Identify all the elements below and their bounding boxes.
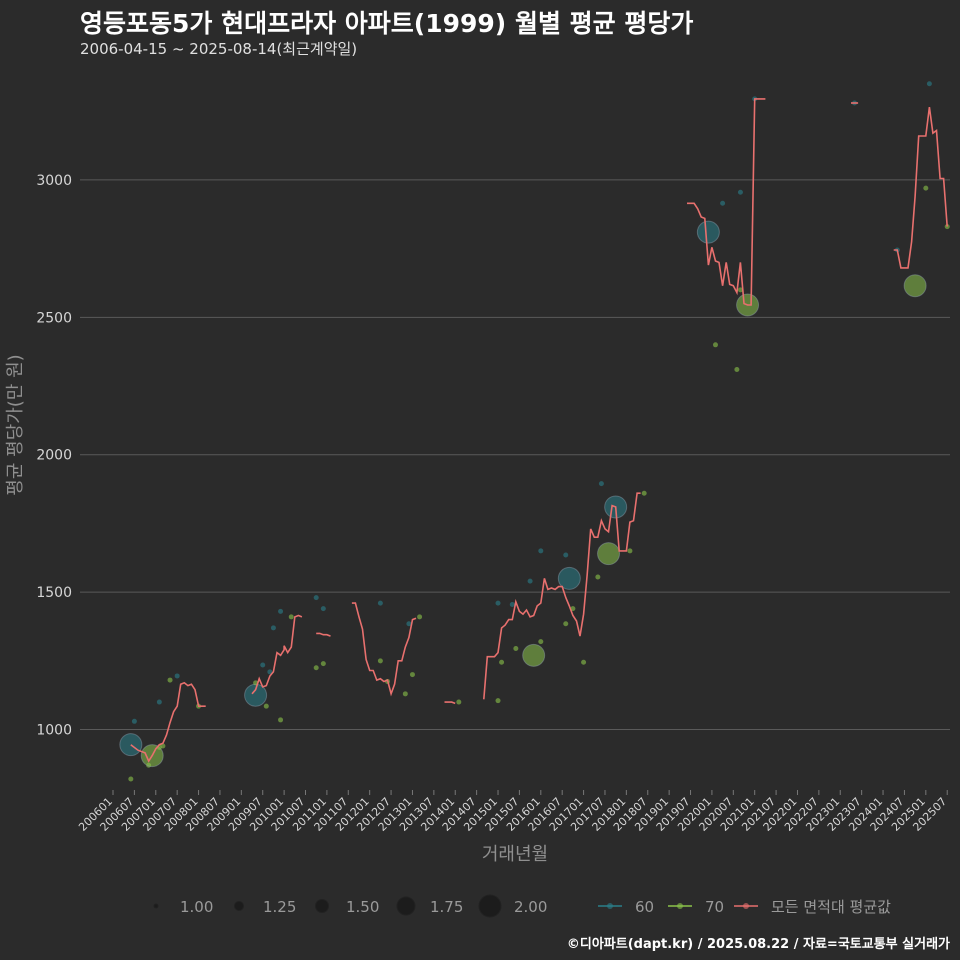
series-70-point xyxy=(563,621,569,627)
series-60-point xyxy=(320,606,326,612)
series-70-point xyxy=(417,614,423,620)
legend-size-label: 1.00 xyxy=(180,898,213,916)
average-line-segment xyxy=(251,614,303,695)
series-70-point xyxy=(597,542,621,566)
series-60-point xyxy=(737,189,743,195)
series-70-point xyxy=(538,639,544,645)
average-line-segment xyxy=(130,681,206,763)
series-70-point xyxy=(513,645,519,651)
y-axis-label: 평균 평당가(만 원) xyxy=(5,354,26,496)
credit-text: ©디아파트(dapt.kr) / 2025.08.22 / 자료=국토교통부 실… xyxy=(566,937,950,952)
series-70-point xyxy=(581,659,587,665)
series-70-point xyxy=(409,672,415,678)
series-60-point xyxy=(509,602,515,608)
legend-series-label: 모든 면적대 평균값 xyxy=(771,898,891,916)
legend-size-swatch xyxy=(315,899,329,913)
series-70-point xyxy=(641,490,647,496)
series-70-point xyxy=(402,691,408,697)
average-line-segment xyxy=(316,632,331,637)
series-70-point xyxy=(320,661,326,667)
series-60-point xyxy=(538,548,544,554)
legend-series-label: 70 xyxy=(705,898,724,916)
series-70-point xyxy=(712,342,718,348)
legend-series-dot xyxy=(743,903,749,909)
series-70-point xyxy=(944,224,950,230)
legend-series-dot xyxy=(607,903,613,909)
series-70-point xyxy=(263,703,269,709)
legend-size-swatch xyxy=(478,894,502,918)
series-60-point xyxy=(131,718,137,724)
legend-size-label: 1.50 xyxy=(346,898,379,916)
x-axis-label: 거래년월 xyxy=(481,844,549,865)
legend-size-swatch xyxy=(153,903,159,909)
series-60-point xyxy=(156,699,162,705)
series-60-point xyxy=(495,600,501,606)
series-70-point xyxy=(377,658,383,664)
y-tick-label: 2500 xyxy=(36,310,72,326)
legend-series-dot xyxy=(677,903,683,909)
series-70-point xyxy=(499,659,505,665)
series-60-point xyxy=(260,662,266,668)
series-70-point xyxy=(313,665,319,671)
legend-size-label: 1.25 xyxy=(263,898,296,916)
series-70-point xyxy=(923,185,929,191)
legend-size-swatch xyxy=(396,896,416,916)
series-60-point xyxy=(270,625,276,631)
series-60-point xyxy=(278,608,284,614)
series-70-point xyxy=(288,614,294,620)
legend-size-label: 1.75 xyxy=(430,898,463,916)
series-60-point xyxy=(598,481,604,487)
series-60-point xyxy=(696,220,720,244)
legend-series-label: 60 xyxy=(635,898,654,916)
series-60-point xyxy=(527,578,533,584)
average-line-segment xyxy=(351,602,417,697)
series-60-point xyxy=(926,81,932,87)
legend-size-label: 2.00 xyxy=(514,898,547,916)
series-70-point xyxy=(167,677,173,683)
average-line-segment xyxy=(893,106,948,269)
y-tick-label: 1000 xyxy=(36,723,72,739)
series-60-point xyxy=(119,733,143,757)
series-70-point xyxy=(128,776,134,782)
y-tick-label: 1500 xyxy=(36,585,72,601)
y-tick-label: 2000 xyxy=(36,448,72,464)
y-tick-label: 3000 xyxy=(36,173,72,189)
series-70-point xyxy=(456,699,462,705)
average-line-segment xyxy=(687,98,766,306)
series-70-point xyxy=(495,698,501,704)
series-70-point xyxy=(734,367,740,373)
series-70-point xyxy=(278,717,284,723)
series-60-point xyxy=(174,673,180,679)
average-line-segment xyxy=(444,701,456,705)
chart-title: 영등포동5가 현대프라자 아파트(1999) 월별 평균 평당가 xyxy=(80,9,694,38)
series-60-point xyxy=(313,595,319,601)
series-60-point xyxy=(720,200,726,206)
series-60-point xyxy=(267,669,273,675)
series-70-point xyxy=(903,274,927,298)
series-60-point xyxy=(406,621,412,627)
series-70-point xyxy=(595,574,601,580)
legend-size-swatch xyxy=(234,901,244,911)
average-line-segment xyxy=(483,492,641,700)
series-70-point xyxy=(627,548,633,554)
series-60-point xyxy=(557,566,581,590)
series-70-point xyxy=(160,743,166,749)
series-60-point xyxy=(377,600,383,606)
series-70-point xyxy=(737,287,743,293)
series-70-point xyxy=(522,643,546,667)
series-60-point xyxy=(563,552,569,558)
chart-subtitle: 2006-04-15 ~ 2025-08-14(최근계약일) xyxy=(80,40,358,58)
